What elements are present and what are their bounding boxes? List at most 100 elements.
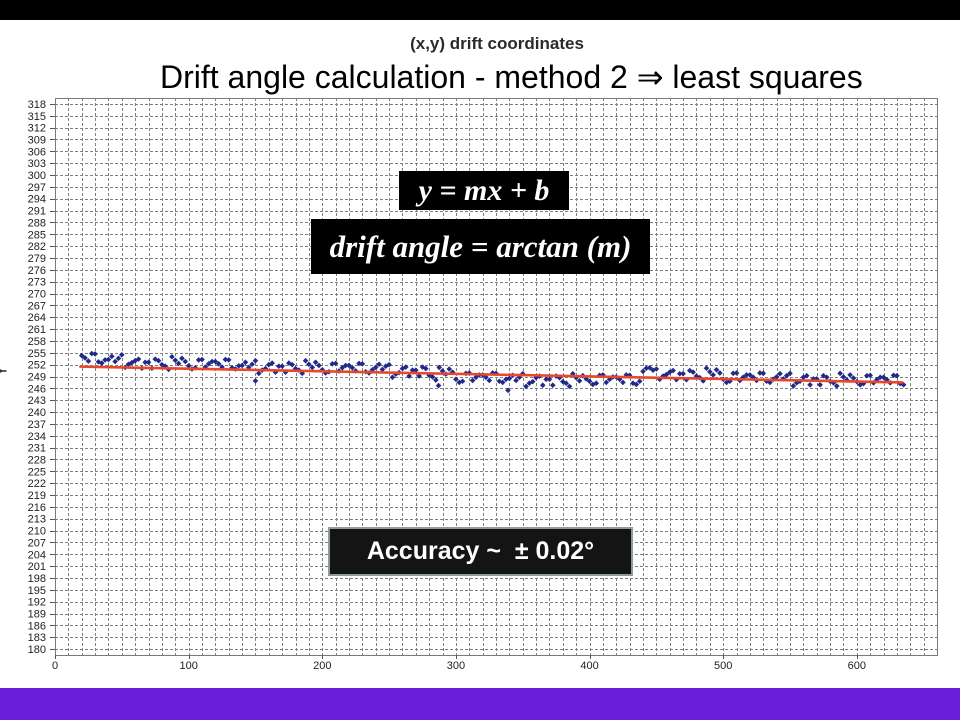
data-point bbox=[389, 374, 396, 381]
data-point bbox=[78, 352, 85, 359]
data-point bbox=[195, 357, 202, 363]
plot-frame bbox=[55, 98, 938, 656]
data-point bbox=[717, 370, 723, 376]
y-tick-label: 216 bbox=[28, 502, 46, 514]
data-point bbox=[777, 370, 783, 377]
data-point bbox=[108, 353, 115, 360]
data-point bbox=[339, 365, 346, 371]
data-point bbox=[847, 372, 853, 378]
y-tick-label: 204 bbox=[28, 549, 46, 561]
data-point bbox=[456, 379, 463, 386]
data-point bbox=[680, 370, 686, 377]
y-tick-label: 267 bbox=[28, 300, 46, 312]
equation-box: y = mx + b bbox=[399, 171, 569, 210]
y-tick-label: 279 bbox=[28, 253, 46, 265]
data-point bbox=[837, 370, 843, 377]
data-point bbox=[215, 361, 222, 367]
data-point bbox=[523, 383, 529, 390]
data-point bbox=[505, 387, 511, 394]
scatter-plot: 3183153123093063033002972942912882852822… bbox=[28, 98, 938, 672]
data-point bbox=[159, 361, 165, 368]
data-point bbox=[316, 362, 322, 369]
data-point bbox=[199, 356, 205, 363]
data-point bbox=[890, 372, 897, 379]
y-tick-label: 285 bbox=[28, 229, 46, 241]
data-point bbox=[817, 381, 823, 388]
data-point bbox=[743, 372, 750, 378]
data-point bbox=[543, 376, 549, 383]
data-point bbox=[663, 371, 670, 378]
data-point bbox=[372, 364, 379, 371]
data-point bbox=[419, 364, 426, 370]
y-tick-label: 309 bbox=[28, 134, 46, 146]
y-tick-label: 189 bbox=[28, 609, 46, 621]
equation-text: y = mx + b bbox=[418, 173, 550, 207]
data-point bbox=[239, 362, 245, 369]
x-tick-label: 400 bbox=[580, 660, 598, 672]
data-point bbox=[867, 372, 873, 379]
y-tick-label: 255 bbox=[28, 348, 46, 360]
data-point bbox=[790, 383, 797, 389]
data-point bbox=[823, 374, 830, 381]
data-point bbox=[406, 373, 412, 379]
data-point bbox=[225, 357, 232, 363]
data-point bbox=[392, 371, 399, 377]
data-point bbox=[549, 382, 556, 388]
data-point bbox=[800, 374, 807, 381]
data-point bbox=[386, 361, 392, 368]
y-tick-label: 246 bbox=[28, 383, 46, 395]
data-point bbox=[707, 368, 713, 375]
y-tick-label: 303 bbox=[28, 158, 46, 170]
data-point bbox=[85, 358, 92, 364]
data-point bbox=[276, 363, 282, 370]
data-point bbox=[242, 359, 249, 366]
y-tick-label: 270 bbox=[28, 289, 46, 301]
data-point bbox=[690, 369, 696, 375]
data-point bbox=[155, 357, 162, 364]
data-point bbox=[894, 372, 900, 379]
data-point bbox=[105, 356, 112, 363]
data-point bbox=[473, 374, 479, 381]
data-point bbox=[179, 355, 185, 362]
y-tick-label: 243 bbox=[28, 395, 46, 407]
x-tick-label: 300 bbox=[447, 660, 465, 672]
y-tick-label: 249 bbox=[28, 372, 46, 384]
data-point bbox=[299, 370, 306, 377]
data-point bbox=[710, 372, 716, 378]
data-point bbox=[747, 372, 753, 378]
data-point bbox=[884, 376, 890, 383]
data-point bbox=[636, 378, 643, 385]
data-point bbox=[760, 370, 767, 377]
data-point bbox=[88, 350, 95, 357]
y-tick-label: 231 bbox=[28, 443, 46, 455]
data-point bbox=[429, 374, 436, 380]
data-point bbox=[222, 356, 229, 363]
data-point bbox=[252, 378, 259, 384]
top-bar bbox=[0, 0, 960, 20]
y-tick-label: 273 bbox=[28, 277, 46, 289]
data-point bbox=[840, 374, 847, 380]
data-point bbox=[676, 370, 683, 377]
y-tick-label: 237 bbox=[28, 419, 46, 431]
data-point bbox=[112, 358, 118, 365]
data-point bbox=[346, 362, 352, 369]
data-point bbox=[459, 378, 466, 385]
data-point bbox=[269, 360, 275, 366]
data-point bbox=[376, 361, 382, 368]
data-point bbox=[185, 363, 192, 369]
data-point bbox=[653, 366, 660, 372]
data-point bbox=[469, 377, 476, 384]
y-tick-label: 252 bbox=[28, 360, 46, 372]
data-point bbox=[289, 361, 296, 368]
data-point bbox=[563, 380, 569, 387]
slide-title: Drift angle calculation - method 2 ⇒ lea… bbox=[160, 59, 863, 95]
x-tick-label: 0 bbox=[52, 660, 58, 672]
data-point bbox=[496, 378, 503, 385]
data-point bbox=[603, 379, 610, 386]
data-point bbox=[566, 383, 573, 390]
x-tick-label: 600 bbox=[848, 660, 866, 672]
data-point bbox=[703, 365, 710, 372]
data-point bbox=[402, 364, 409, 370]
data-point bbox=[359, 361, 366, 367]
data-point bbox=[319, 366, 326, 373]
